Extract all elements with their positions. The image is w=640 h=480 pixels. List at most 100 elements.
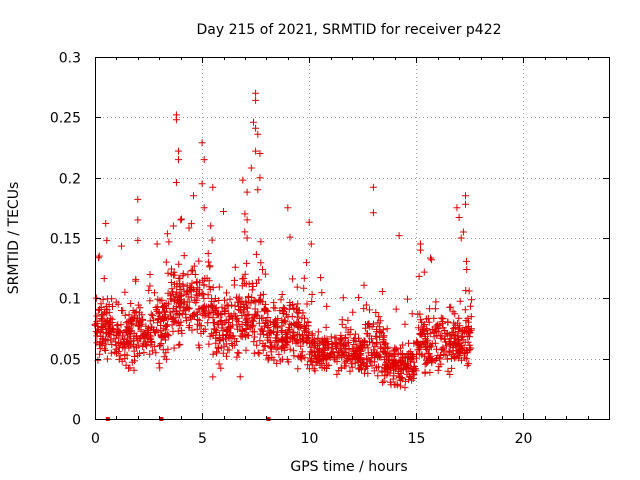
data-point (173, 297, 181, 305)
data-point (299, 309, 307, 317)
data-point-peak (102, 220, 110, 227)
data-point (392, 345, 400, 353)
data-point (194, 292, 202, 300)
data-point (171, 280, 178, 288)
data-point (183, 288, 191, 296)
data-point (450, 319, 458, 327)
data-point-peak (239, 176, 247, 184)
data-point (134, 351, 142, 359)
data-point (364, 344, 372, 352)
data-point (244, 304, 251, 312)
data-point (255, 276, 263, 284)
data-point (170, 296, 178, 304)
data-point (317, 274, 325, 282)
data-point (293, 308, 301, 316)
data-point (146, 271, 154, 278)
data-point (410, 371, 418, 379)
data-point (455, 336, 463, 343)
data-point (363, 362, 371, 370)
data-point-peak (459, 228, 467, 236)
data-point (316, 354, 324, 362)
data-point (264, 307, 272, 315)
data-point (220, 336, 228, 344)
data-point (427, 254, 434, 262)
data-point (257, 259, 265, 267)
data-point (437, 314, 445, 322)
data-point (163, 230, 171, 238)
data-point (234, 349, 242, 357)
data-point (303, 259, 310, 267)
data-point (276, 357, 284, 365)
data-points (91, 89, 476, 392)
data-point-peak (462, 200, 469, 208)
data-point (93, 332, 101, 340)
data-point (281, 305, 289, 313)
data-point (204, 291, 212, 299)
data-point (380, 332, 388, 340)
data-point (132, 308, 140, 316)
data-point (264, 314, 272, 321)
data-point (259, 346, 267, 354)
data-point (127, 300, 135, 307)
data-point (155, 309, 163, 317)
data-point (320, 339, 328, 346)
data-point (348, 363, 356, 371)
data-point (188, 279, 196, 287)
data-point (115, 344, 123, 352)
data-point (439, 345, 447, 353)
data-point (332, 334, 340, 342)
data-point (225, 346, 233, 354)
data-point (418, 318, 426, 326)
data-point (295, 324, 303, 332)
data-point (333, 370, 341, 378)
data-point (448, 328, 456, 336)
data-point (378, 288, 386, 295)
y-tick-label: 0.05 (50, 353, 81, 369)
data-point-peak (417, 246, 424, 254)
data-point (265, 354, 273, 362)
data-point (327, 333, 335, 341)
data-point-peak (134, 236, 142, 244)
data-point (212, 334, 220, 342)
data-point (238, 282, 246, 290)
data-point (134, 314, 142, 322)
data-point (140, 340, 148, 348)
data-point (95, 254, 102, 262)
data-point (322, 323, 330, 331)
data-point (321, 364, 329, 372)
data-point (215, 283, 223, 291)
data-point (138, 311, 146, 319)
data-point (428, 256, 436, 264)
data-point-peak (175, 156, 182, 164)
data-point (242, 299, 250, 307)
data-point (158, 331, 166, 339)
data-point (421, 343, 429, 351)
data-point (318, 289, 326, 297)
data-point (175, 260, 183, 268)
data-point (408, 376, 416, 384)
data-point (370, 367, 378, 375)
data-point (179, 270, 187, 278)
data-point (381, 341, 389, 349)
data-point (234, 318, 242, 326)
data-point (349, 308, 357, 316)
data-point (100, 275, 108, 282)
data-point (241, 270, 249, 278)
data-point (238, 327, 246, 335)
data-point (102, 309, 110, 317)
data-point-peak (252, 147, 260, 155)
data-point (431, 339, 439, 347)
data-point (344, 351, 352, 359)
x-tick-label: 15 (408, 431, 426, 447)
data-point (162, 258, 170, 266)
data-point (151, 343, 159, 351)
data-point (118, 242, 125, 250)
data-point (366, 306, 373, 314)
data-point (116, 352, 124, 360)
data-point (120, 338, 127, 346)
data-point (463, 257, 470, 265)
data-point (96, 305, 103, 313)
data-point (169, 304, 177, 312)
data-point (282, 340, 290, 348)
data-point (209, 284, 217, 292)
